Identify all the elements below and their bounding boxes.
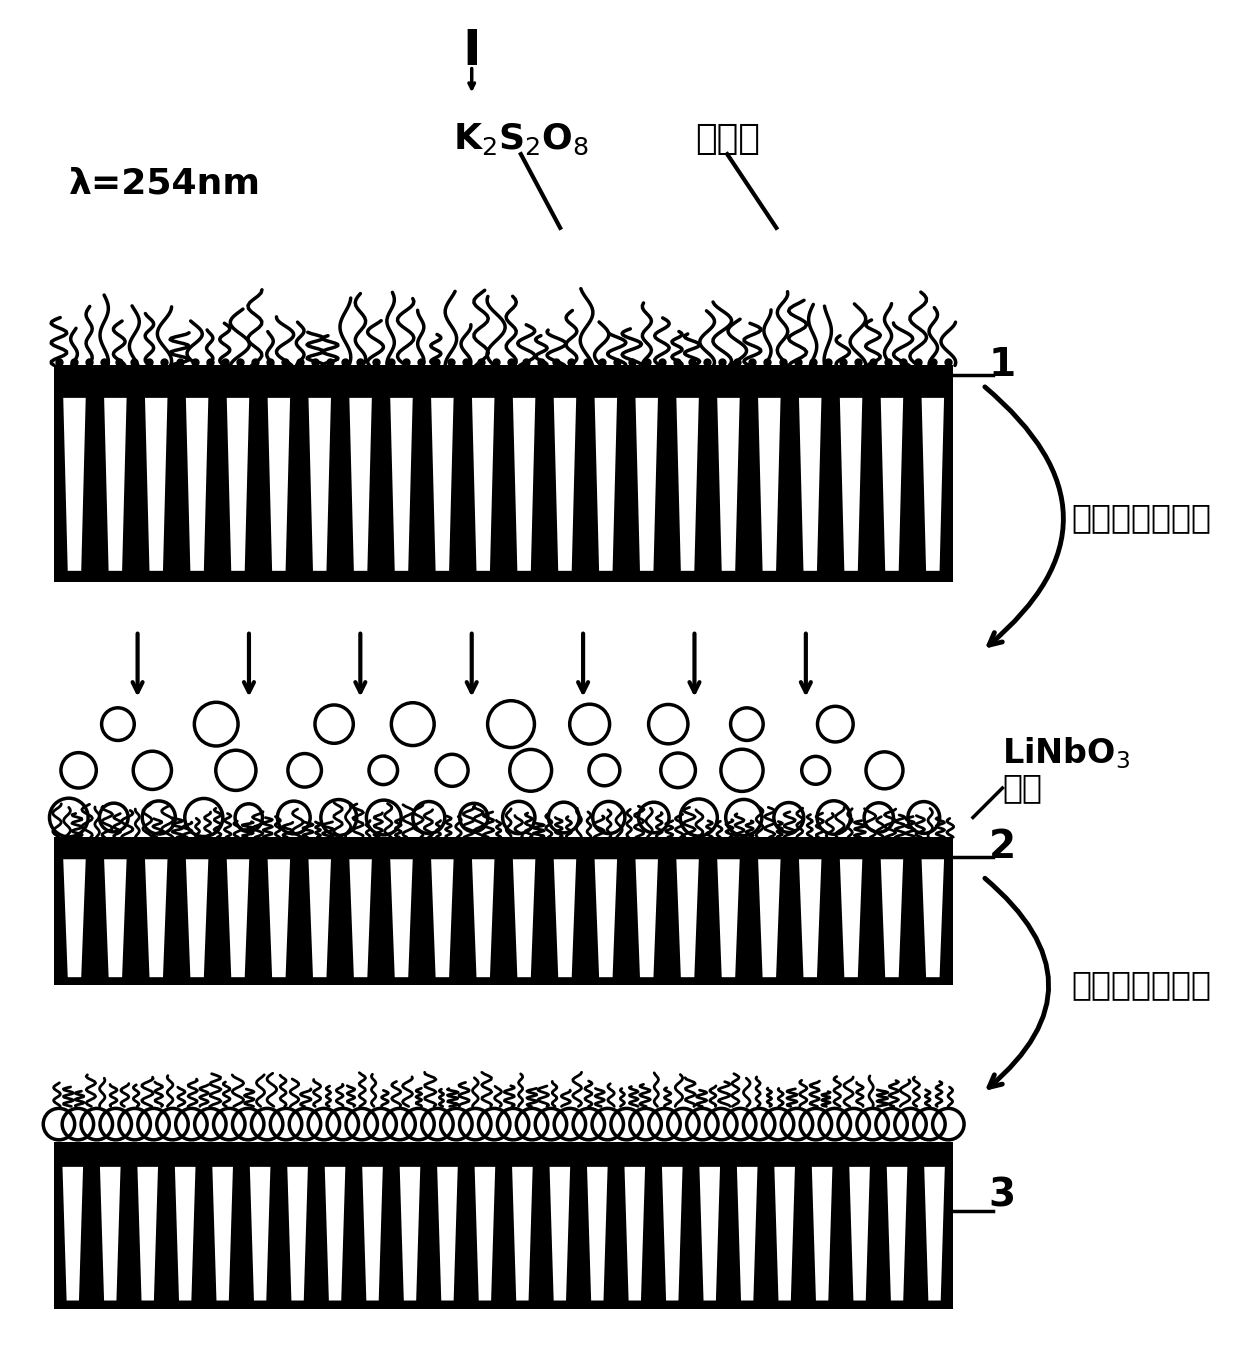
Polygon shape xyxy=(432,398,454,571)
Text: 丙烯酸: 丙烯酸 xyxy=(694,123,760,157)
Polygon shape xyxy=(63,398,86,571)
Polygon shape xyxy=(554,398,577,571)
Text: LiNbO$_3$: LiNbO$_3$ xyxy=(1002,736,1131,771)
Polygon shape xyxy=(227,398,249,571)
Text: 膜表面接枝过程: 膜表面接枝过程 xyxy=(1071,501,1211,535)
Polygon shape xyxy=(812,1166,832,1300)
Polygon shape xyxy=(839,398,862,571)
Polygon shape xyxy=(186,859,208,977)
Polygon shape xyxy=(249,1166,270,1300)
Polygon shape xyxy=(587,1166,608,1300)
Polygon shape xyxy=(921,398,944,571)
Polygon shape xyxy=(399,1166,420,1300)
Polygon shape xyxy=(472,859,495,977)
Polygon shape xyxy=(512,1166,533,1300)
Polygon shape xyxy=(438,1166,458,1300)
Polygon shape xyxy=(145,859,167,977)
Text: K$_2$S$_2$O$_8$: K$_2$S$_2$O$_8$ xyxy=(453,122,589,157)
Polygon shape xyxy=(635,859,658,977)
Polygon shape xyxy=(212,1166,233,1300)
Polygon shape xyxy=(391,859,413,977)
Polygon shape xyxy=(774,1166,795,1300)
Bar xyxy=(55,1142,954,1310)
Polygon shape xyxy=(676,398,699,571)
Polygon shape xyxy=(513,398,536,571)
Polygon shape xyxy=(325,1166,346,1300)
Polygon shape xyxy=(839,859,862,977)
FancyArrowPatch shape xyxy=(985,879,1049,1087)
Polygon shape xyxy=(350,859,372,977)
Polygon shape xyxy=(887,1166,908,1300)
Polygon shape xyxy=(288,1166,308,1300)
Polygon shape xyxy=(676,859,699,977)
Polygon shape xyxy=(268,398,290,571)
Polygon shape xyxy=(309,859,331,977)
Text: λ=254nm: λ=254nm xyxy=(68,166,260,201)
Text: 1: 1 xyxy=(988,347,1016,385)
Polygon shape xyxy=(513,859,536,977)
Polygon shape xyxy=(737,1166,758,1300)
Polygon shape xyxy=(104,398,126,571)
Polygon shape xyxy=(880,398,903,571)
Polygon shape xyxy=(924,1166,945,1300)
Polygon shape xyxy=(100,1166,120,1300)
Polygon shape xyxy=(63,859,86,977)
Polygon shape xyxy=(309,398,331,571)
Polygon shape xyxy=(758,398,780,571)
Polygon shape xyxy=(549,1166,570,1300)
Polygon shape xyxy=(717,398,740,571)
Polygon shape xyxy=(350,398,372,571)
Polygon shape xyxy=(104,859,126,977)
Bar xyxy=(55,837,954,984)
Polygon shape xyxy=(62,1166,83,1300)
Text: 2: 2 xyxy=(988,828,1016,865)
Text: I: I xyxy=(463,27,481,76)
Text: 膜表面涂覆过程: 膜表面涂覆过程 xyxy=(1071,968,1211,1002)
Polygon shape xyxy=(849,1166,870,1300)
Polygon shape xyxy=(758,859,780,977)
Polygon shape xyxy=(635,398,658,571)
Polygon shape xyxy=(662,1166,682,1300)
Polygon shape xyxy=(799,859,821,977)
Polygon shape xyxy=(268,859,290,977)
Polygon shape xyxy=(175,1166,196,1300)
Polygon shape xyxy=(138,1166,157,1300)
Polygon shape xyxy=(145,398,167,571)
Polygon shape xyxy=(799,398,821,571)
Polygon shape xyxy=(625,1166,645,1300)
Text: 胶粒: 胶粒 xyxy=(1002,771,1043,805)
Polygon shape xyxy=(595,859,618,977)
Polygon shape xyxy=(391,398,413,571)
Polygon shape xyxy=(554,859,577,977)
Polygon shape xyxy=(880,859,903,977)
Bar xyxy=(55,366,954,582)
Polygon shape xyxy=(717,859,740,977)
Polygon shape xyxy=(472,398,495,571)
Polygon shape xyxy=(227,859,249,977)
Polygon shape xyxy=(595,398,618,571)
Polygon shape xyxy=(362,1166,383,1300)
Polygon shape xyxy=(432,859,454,977)
Polygon shape xyxy=(186,398,208,571)
Polygon shape xyxy=(699,1166,720,1300)
Polygon shape xyxy=(921,859,944,977)
Polygon shape xyxy=(475,1166,495,1300)
Text: 3: 3 xyxy=(988,1177,1016,1215)
FancyArrowPatch shape xyxy=(985,387,1064,645)
